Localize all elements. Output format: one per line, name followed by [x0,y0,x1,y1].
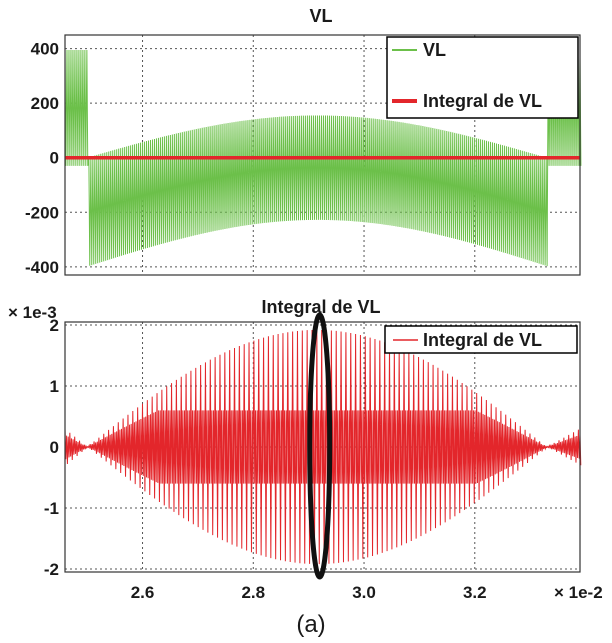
plot-area-bottom [64,329,582,565]
legend-label-integral-top: Integral de VL [423,91,542,111]
y-tick-label: 0 [50,438,59,457]
chart-integral-vl: Integral de VL × 1e-3 -2 -1 0 1 2 2.6 2.8 3.0 3… [8,297,603,602]
x-tick-label: 3.0 [352,583,376,602]
legend-bottom: Integral de VL [384,325,578,354]
y-tick-label: 1 [50,377,59,396]
y-tick-label: -1 [44,499,59,518]
legend-box-bottom [384,325,578,354]
y-tick-label: -2 [44,560,59,579]
y-tick-label: -400 [25,258,59,277]
y-tick-label: 0 [50,149,59,168]
y-ticks-top: -400 -200 0 200 400 [25,40,59,277]
series-vl-line [64,49,582,267]
y-multiplier-label: × 1e-3 [8,303,57,322]
legend-box-top [386,36,579,119]
highlight-ellipse [307,312,333,580]
x-ticks-bottom: 2.6 2.8 3.0 3.2 [131,583,487,602]
y-ticks-bottom: -2 -1 0 1 2 [44,316,59,579]
x-tick-label: 3.2 [463,583,487,602]
y-tick-label: 200 [31,94,59,113]
x-tick-label: 2.6 [131,583,155,602]
chart-title-vl: VL [309,6,332,26]
axes-frame-top [64,34,581,276]
chart-title-integral: Integral de VL [261,297,380,317]
plot-area-top [64,49,582,267]
y-tick-label: 400 [31,40,59,59]
figure-caption: (a) [296,611,325,638]
x-multiplier-label: × 1e-2 [554,583,603,602]
chart-vl: VL -400 -200 0 200 400 VL Integral de VL [25,6,582,277]
legend-label-vl: VL [423,40,446,60]
y-tick-label: 2 [50,316,59,335]
x-tick-label: 2.8 [241,583,265,602]
series-integral-line-bottom [64,329,582,565]
y-tick-label: -200 [25,203,59,222]
legend-label-integral-bottom: Integral de VL [423,330,542,350]
legend-top: VL Integral de VL [386,36,579,119]
